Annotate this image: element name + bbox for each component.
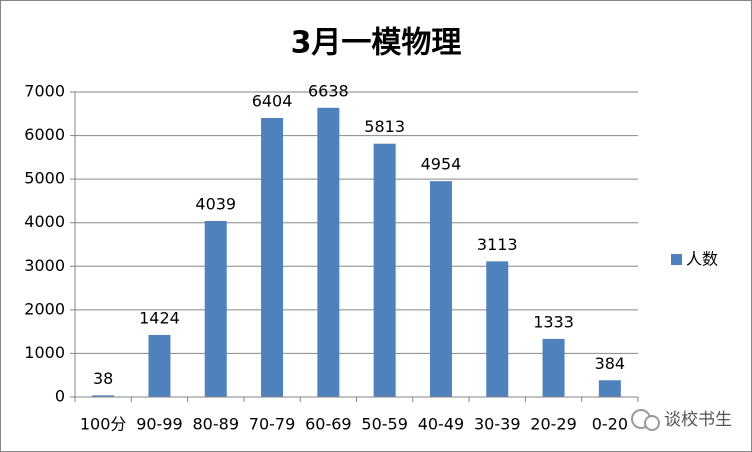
x-tick-label: 50-59	[361, 415, 408, 434]
legend-label: 人数	[686, 250, 718, 269]
bar	[486, 261, 509, 397]
bar	[148, 334, 171, 397]
value-label: 1333	[533, 312, 574, 331]
x-tick-label: 0-20	[592, 415, 628, 434]
legend-swatch	[671, 254, 682, 265]
y-tick-label: 4000	[24, 212, 65, 231]
bar	[429, 181, 452, 397]
x-tick-label: 40-49	[418, 415, 465, 434]
value-label: 4039	[195, 195, 236, 214]
bar	[261, 117, 284, 398]
bar	[542, 338, 565, 397]
x-tick-label: 60-69	[305, 415, 352, 434]
chart-title: 3月一模物理	[291, 26, 462, 61]
y-tick-label: 5000	[24, 169, 65, 188]
watermark: 谈校书生	[664, 410, 732, 430]
value-label: 6404	[252, 91, 293, 110]
value-label: 4954	[421, 155, 462, 174]
y-tick-label: 3000	[24, 256, 65, 275]
y-tick-label: 1000	[24, 343, 65, 362]
bar	[598, 380, 621, 397]
value-label: 3113	[477, 235, 518, 254]
value-label: 6638	[308, 81, 349, 100]
y-tick-label: 7000	[24, 82, 65, 101]
bar	[204, 221, 227, 397]
x-tick-label: 80-89	[193, 415, 240, 434]
y-tick-label: 0	[55, 387, 65, 406]
watermark-icon	[631, 409, 660, 431]
bar	[92, 395, 115, 397]
y-tick-label: 6000	[24, 125, 65, 144]
bar	[373, 143, 396, 397]
x-tick-label: 100分	[80, 415, 127, 434]
x-tick-label: 20-29	[530, 415, 577, 434]
x-tick-label: 90-99	[136, 415, 183, 434]
x-tick-label: 30-39	[474, 415, 521, 434]
value-label: 1424	[139, 308, 180, 327]
bar	[317, 107, 340, 397]
y-tick-label: 2000	[24, 299, 65, 318]
value-label: 38	[93, 369, 113, 388]
value-label: 5813	[364, 117, 405, 136]
x-tick-label: 70-79	[249, 415, 296, 434]
value-label: 384	[595, 354, 626, 373]
